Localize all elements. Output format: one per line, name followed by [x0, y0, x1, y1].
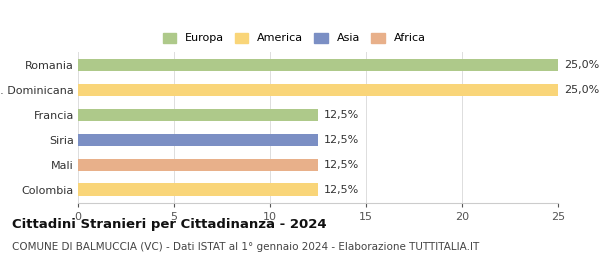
Bar: [78, 84, 558, 96]
Text: Cittadini Stranieri per Cittadinanza - 2024: Cittadini Stranieri per Cittadinanza - 2…: [12, 218, 326, 231]
Text: 25,0%: 25,0%: [564, 60, 599, 70]
Bar: [78, 184, 318, 196]
Text: 12,5%: 12,5%: [324, 160, 359, 170]
Text: 25,0%: 25,0%: [564, 85, 599, 95]
Text: COMUNE DI BALMUCCIA (VC) - Dati ISTAT al 1° gennaio 2024 - Elaborazione TUTTITAL: COMUNE DI BALMUCCIA (VC) - Dati ISTAT al…: [12, 242, 479, 252]
Text: 12,5%: 12,5%: [324, 135, 359, 145]
Text: 12,5%: 12,5%: [324, 110, 359, 120]
Bar: [78, 134, 318, 146]
Bar: [78, 59, 558, 71]
Bar: [78, 109, 318, 121]
Bar: [78, 159, 318, 171]
Legend: Europa, America, Asia, Africa: Europa, America, Asia, Africa: [163, 33, 425, 43]
Text: 12,5%: 12,5%: [324, 185, 359, 195]
